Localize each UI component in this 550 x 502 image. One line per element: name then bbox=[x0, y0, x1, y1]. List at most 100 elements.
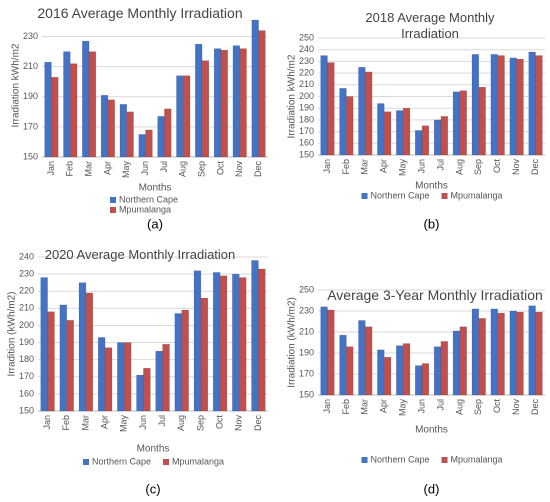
x-tick-label: Jul bbox=[435, 399, 445, 411]
x-tick-label: Aug bbox=[178, 161, 188, 177]
y-tick-label: 150 bbox=[19, 405, 34, 415]
legend-swatch bbox=[361, 193, 368, 199]
x-tick-label: Jun bbox=[416, 159, 426, 174]
x-tick-label: May bbox=[398, 159, 408, 177]
bar bbox=[126, 111, 134, 158]
bar bbox=[339, 334, 347, 396]
bar bbox=[516, 311, 524, 396]
bar bbox=[239, 277, 247, 412]
bar bbox=[213, 48, 222, 158]
bar bbox=[183, 75, 191, 158]
legend-label: Northern Cape bbox=[371, 190, 430, 200]
bar bbox=[433, 119, 442, 156]
y-tick-label: 170 bbox=[299, 126, 314, 136]
y-tick-label: 190 bbox=[23, 91, 38, 101]
y-tick-label: 150 bbox=[299, 389, 314, 399]
x-tick-label: Apr bbox=[379, 159, 389, 173]
bar bbox=[440, 116, 449, 156]
x-tick-label: Mar bbox=[80, 415, 90, 431]
y-tick-label: 210 bbox=[23, 61, 38, 71]
bar bbox=[104, 347, 113, 412]
x-tick-label: Nov bbox=[234, 415, 244, 432]
y-tick-label: 230 bbox=[23, 31, 38, 41]
bar bbox=[497, 55, 505, 156]
y-tick-label: 190 bbox=[299, 103, 314, 113]
y-tick-label: 180 bbox=[19, 354, 34, 364]
legend-swatch bbox=[110, 207, 116, 213]
y-tick-label: 230 bbox=[19, 268, 34, 278]
caption: (a) bbox=[147, 216, 163, 231]
legend-label: Mpumalanga bbox=[172, 456, 224, 466]
x-tick-label: Mar bbox=[360, 159, 370, 175]
bar bbox=[157, 116, 165, 158]
x-tick-label: Sep bbox=[473, 399, 483, 415]
bar bbox=[117, 342, 125, 412]
bar bbox=[193, 270, 202, 412]
chart-title: Average 3-Year Monthly Irradiation bbox=[327, 287, 543, 303]
bar bbox=[44, 61, 52, 158]
y-tick-label: 240 bbox=[299, 44, 314, 54]
x-tick-label: Nov bbox=[511, 159, 521, 176]
bar bbox=[497, 312, 505, 396]
bar bbox=[82, 40, 90, 158]
bar bbox=[176, 75, 184, 158]
x-tick-label: Oct bbox=[215, 161, 225, 176]
caption: (c) bbox=[145, 481, 160, 496]
legend-label: Northern Cape bbox=[92, 456, 151, 466]
bar bbox=[396, 345, 404, 396]
x-tick-label: Oct bbox=[492, 159, 502, 174]
bar bbox=[383, 111, 392, 156]
bar bbox=[251, 19, 259, 158]
x-tick-label: Apr bbox=[379, 399, 389, 413]
bar bbox=[478, 318, 486, 396]
bar bbox=[59, 304, 67, 412]
bar bbox=[143, 367, 151, 412]
x-tick-label: Aug bbox=[454, 159, 464, 175]
bar bbox=[181, 309, 189, 412]
x-tick-label: Oct bbox=[492, 399, 502, 414]
bar bbox=[251, 260, 259, 412]
bar bbox=[51, 76, 59, 158]
x-tick-label: Apr bbox=[102, 161, 112, 175]
y-tick-label: 220 bbox=[19, 286, 34, 296]
y-tick-label: 160 bbox=[19, 388, 34, 398]
legend-label: Mpumalanga bbox=[451, 190, 503, 200]
bar bbox=[47, 311, 55, 412]
chart-title: 2016 Average Monthly Irradiation bbox=[37, 5, 243, 21]
bar bbox=[212, 272, 221, 412]
bar bbox=[365, 326, 373, 396]
legend-swatch bbox=[441, 457, 448, 463]
x-tick-label: Nov bbox=[234, 161, 244, 178]
y-tick-label: 200 bbox=[19, 320, 34, 330]
x-tick-label: Dec bbox=[253, 415, 263, 432]
bar bbox=[174, 313, 183, 412]
x-axis-label: Months bbox=[415, 425, 448, 436]
bar bbox=[320, 55, 328, 156]
bar bbox=[377, 103, 385, 156]
bar bbox=[433, 346, 442, 396]
bar bbox=[346, 96, 354, 156]
y-tick-label: 190 bbox=[299, 347, 314, 357]
bar bbox=[219, 275, 228, 412]
y-tick-label: 170 bbox=[23, 121, 38, 131]
bar bbox=[346, 346, 354, 396]
y-axis-label: Irradition (kWh/m2) bbox=[7, 291, 18, 376]
x-tick-label: Sep bbox=[473, 159, 483, 175]
y-axis-label: Irradiation (kWh/m2) bbox=[287, 297, 298, 388]
bar bbox=[528, 305, 536, 396]
legend-swatch bbox=[83, 459, 89, 465]
legend-swatch bbox=[163, 459, 169, 465]
bar bbox=[365, 71, 373, 156]
bar bbox=[327, 309, 335, 396]
bar bbox=[155, 350, 163, 412]
x-tick-label: Jan bbox=[42, 415, 52, 430]
y-tick-label: 180 bbox=[299, 114, 314, 124]
bar bbox=[414, 130, 423, 156]
x-tick-label: Nov bbox=[511, 399, 521, 416]
legend-swatch bbox=[361, 457, 368, 463]
bar bbox=[220, 49, 228, 158]
x-tick-label: Jun bbox=[140, 161, 150, 176]
bar bbox=[88, 51, 97, 158]
y-tick-label: 210 bbox=[19, 303, 34, 313]
